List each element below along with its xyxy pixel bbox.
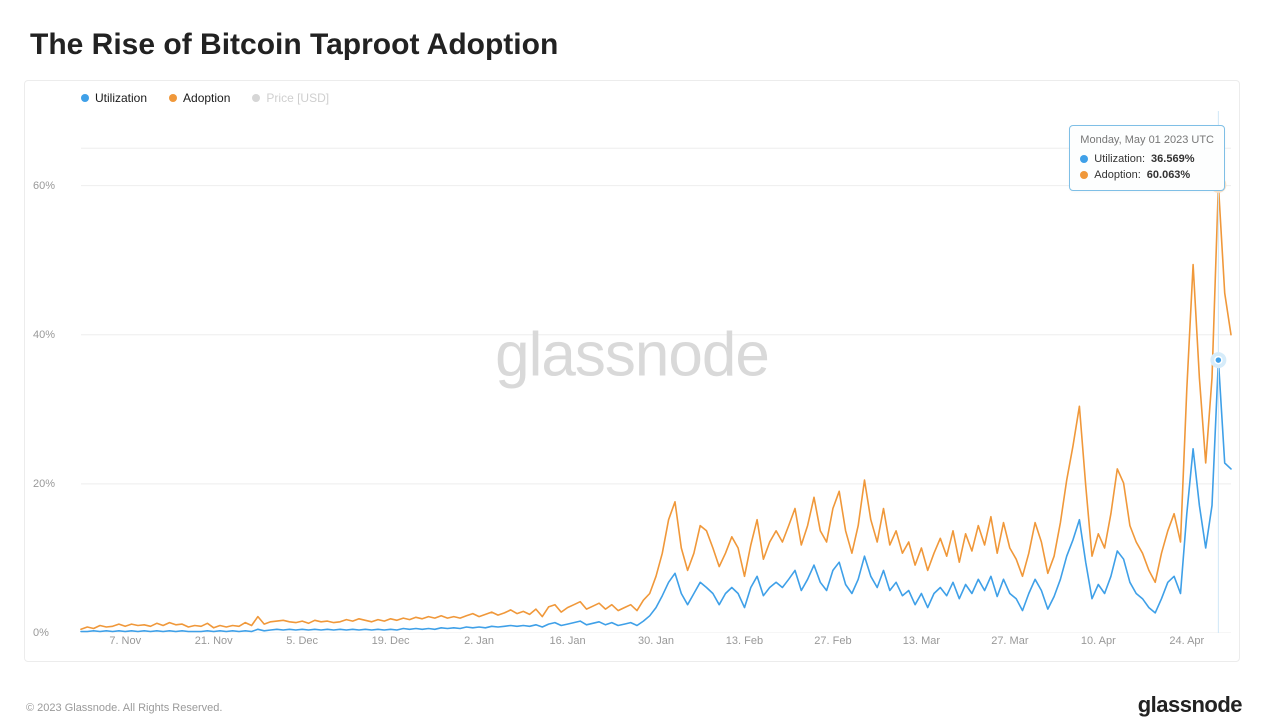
legend-dot-utilization bbox=[81, 94, 89, 102]
x-tick-label: 7. Nov bbox=[109, 635, 141, 647]
tooltip: Monday, May 01 2023 UTC Utilization: 36.… bbox=[1069, 125, 1225, 191]
x-tick-label: 24. Apr bbox=[1169, 635, 1204, 647]
x-tick-label: 16. Jan bbox=[549, 635, 585, 647]
legend-item-price[interactable]: Price [USD] bbox=[252, 91, 329, 105]
x-tick-label: 2. Jan bbox=[464, 635, 494, 647]
legend-dot-adoption bbox=[169, 94, 177, 102]
x-tick-label: 13. Mar bbox=[903, 635, 940, 647]
plot-area[interactable]: glassnode bbox=[25, 111, 1239, 631]
tooltip-label-adoption: Adoption: bbox=[1094, 167, 1140, 184]
tooltip-row-utilization: Utilization: 36.569% bbox=[1080, 151, 1214, 168]
tooltip-date: Monday, May 01 2023 UTC bbox=[1080, 132, 1214, 149]
tooltip-dot-adoption bbox=[1080, 171, 1088, 179]
x-tick-label: 27. Mar bbox=[991, 635, 1028, 647]
page-root: The Rise of Bitcoin Taproot Adoption Uti… bbox=[0, 0, 1268, 728]
y-tick-label: 20% bbox=[33, 478, 55, 490]
x-tick-label: 27. Feb bbox=[814, 635, 851, 647]
x-tick-label: 19. Dec bbox=[372, 635, 410, 647]
x-tick-label: 30. Jan bbox=[638, 635, 674, 647]
x-tick-label: 5. Dec bbox=[286, 635, 318, 647]
y-tick-label: 0% bbox=[33, 627, 49, 639]
x-tick-label: 13. Feb bbox=[726, 635, 763, 647]
tooltip-value-adoption: 60.063% bbox=[1147, 167, 1190, 184]
tooltip-dot-utilization bbox=[1080, 155, 1088, 163]
footer-copyright: © 2023 Glassnode. All Rights Reserved. bbox=[26, 702, 222, 714]
legend-label-price: Price [USD] bbox=[266, 91, 329, 105]
legend-label-adoption: Adoption bbox=[183, 91, 230, 105]
legend-item-adoption[interactable]: Adoption bbox=[169, 91, 230, 105]
y-tick-label: 40% bbox=[33, 329, 55, 341]
brand-logo: glassnode bbox=[1138, 692, 1242, 718]
legend: Utilization Adoption Price [USD] bbox=[81, 91, 329, 105]
tooltip-value-utilization: 36.569% bbox=[1151, 151, 1194, 168]
page-title: The Rise of Bitcoin Taproot Adoption bbox=[30, 28, 1244, 62]
tooltip-label-utilization: Utilization: bbox=[1094, 151, 1145, 168]
legend-dot-price bbox=[252, 94, 260, 102]
tooltip-row-adoption: Adoption: 60.063% bbox=[1080, 167, 1214, 184]
y-tick-label: 60% bbox=[33, 180, 55, 192]
x-tick-label: 21. Nov bbox=[195, 635, 233, 647]
legend-label-utilization: Utilization bbox=[95, 91, 147, 105]
x-tick-label: 10. Apr bbox=[1081, 635, 1116, 647]
x-axis: 7. Nov 21. Nov 5. Dec 19. Dec 2. Jan 16. Jan 3… bbox=[81, 635, 1229, 653]
plot-svg bbox=[25, 111, 1240, 633]
chart-card: Utilization Adoption Price [USD] glassno… bbox=[24, 80, 1240, 662]
legend-item-utilization[interactable]: Utilization bbox=[81, 91, 147, 105]
